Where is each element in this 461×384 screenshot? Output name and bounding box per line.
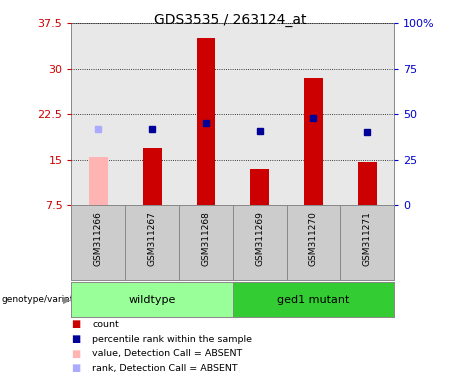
Bar [143, 148, 161, 205]
Text: rank, Detection Call = ABSENT: rank, Detection Call = ABSENT [92, 364, 238, 373]
Text: ▶: ▶ [63, 295, 71, 305]
Text: wildtype: wildtype [129, 295, 176, 305]
Text: genotype/variation: genotype/variation [1, 295, 88, 304]
Bar [358, 162, 377, 205]
Bar [196, 38, 215, 205]
Text: GSM311266: GSM311266 [94, 212, 103, 266]
Text: value, Detection Call = ABSENT: value, Detection Call = ABSENT [92, 349, 242, 358]
Text: GSM311271: GSM311271 [363, 212, 372, 266]
Text: GDS3535 / 263124_at: GDS3535 / 263124_at [154, 13, 307, 27]
Bar [89, 157, 108, 205]
Bar [304, 78, 323, 205]
Text: GSM311267: GSM311267 [148, 212, 157, 266]
Text: percentile rank within the sample: percentile rank within the sample [92, 334, 252, 344]
Text: ■: ■ [71, 363, 81, 373]
Text: ■: ■ [71, 349, 81, 359]
Text: GSM311268: GSM311268 [201, 212, 210, 266]
Text: GSM311269: GSM311269 [255, 212, 264, 266]
Bar [250, 169, 269, 205]
Text: ■: ■ [71, 334, 81, 344]
Text: count: count [92, 320, 119, 329]
Text: ■: ■ [71, 319, 81, 329]
Text: ged1 mutant: ged1 mutant [278, 295, 349, 305]
Text: GSM311270: GSM311270 [309, 212, 318, 266]
